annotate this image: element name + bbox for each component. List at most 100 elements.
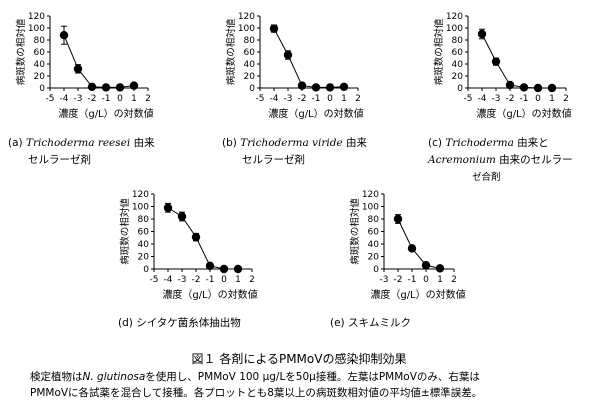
panel-caption: (b) Trichoderma viride 由来: [222, 136, 368, 149]
series-line: [273, 28, 345, 88]
data-point: [115, 83, 125, 92]
x-axis-label: 濃度（g/L）の対数値: [268, 107, 363, 120]
data-point: [393, 214, 403, 224]
y-tick-label: 40: [452, 60, 464, 70]
x-axis-label: 濃度（g/L）の対数値: [370, 288, 465, 301]
x-tick-label: -3: [74, 94, 83, 104]
data-point: [407, 244, 417, 253]
x-tick-label: 0: [117, 94, 123, 104]
data-point: [435, 264, 445, 273]
y-tick-label: 120: [238, 12, 255, 22]
data-point: [177, 212, 187, 221]
x-axis-label: 濃度（g/L）の対数値: [58, 107, 153, 120]
x-tick-label: -2: [88, 94, 97, 104]
data-point: [283, 50, 293, 60]
note-text-italic: N. glutinosa: [83, 371, 146, 383]
data-point: [101, 83, 111, 92]
data-point: [59, 31, 69, 40]
x-tick-label: -3: [178, 275, 187, 285]
x-tick-label: -5: [464, 94, 473, 104]
x-tick-label: -4: [60, 94, 69, 104]
x-tick-label: 0: [423, 275, 429, 285]
data-point: [219, 264, 229, 274]
panel-caption-line-2: Acremonium 由来のセルラー: [427, 153, 573, 166]
y-tick-label: 20: [368, 253, 380, 263]
y-tick-label: 40: [368, 240, 380, 250]
x-tick-label: 0: [221, 275, 227, 285]
data-point: [325, 83, 335, 92]
x-tick-label: 1: [131, 94, 137, 104]
x-tick-label: -1: [206, 275, 215, 285]
y-tick-label: 40: [34, 60, 46, 70]
y-tick-label: 20: [138, 253, 150, 263]
data-point: [505, 80, 515, 90]
y-tick-label: 60: [34, 48, 46, 58]
panel-caption: (e) スキムミルク: [330, 317, 411, 329]
figure-title: 図１ 各剤によるPMMoVの感染抑制効果: [192, 351, 407, 366]
panel-caption: (a) Trichoderma reesei 由来: [8, 136, 155, 149]
x-tick-label: -1: [102, 94, 111, 104]
x-tick-label: -4: [164, 275, 173, 285]
data-point: [547, 83, 557, 93]
data-point: [205, 261, 215, 271]
y-tick-label: 0: [143, 265, 149, 275]
y-tick-label: 60: [368, 228, 380, 238]
x-tick-label: -4: [478, 94, 487, 104]
y-axis-label: 病斑数の相対値: [15, 18, 27, 85]
x-axis-label: 濃度（g/L）の対数値: [476, 107, 571, 120]
x-tick-label: 2: [563, 94, 569, 104]
y-tick-label: 80: [452, 36, 464, 46]
note-text-b: を使用し、PMMoV 100 μg/Lを50μ接種。左葉はPMMoVのみ、右葉は: [145, 370, 480, 383]
panel-caption: (d) シイタケ菌糸体抽出物: [118, 316, 241, 329]
x-tick-label: 2: [355, 94, 361, 104]
y-tick-label: 20: [34, 72, 46, 82]
data-point: [163, 203, 173, 212]
y-axis-label: 病斑数の相対値: [225, 18, 237, 85]
data-point: [311, 83, 321, 92]
x-tick-label: 0: [535, 94, 541, 104]
y-tick-label: 80: [138, 215, 150, 225]
y-tick-label: 100: [132, 203, 149, 213]
x-tick-label: -4: [270, 94, 279, 104]
data-point: [73, 64, 83, 74]
y-tick-label: 100: [238, 24, 255, 34]
panel-caption-line-2: セルラーゼ剤: [28, 153, 91, 166]
y-tick-label: 100: [446, 24, 463, 34]
x-tick-label: -2: [298, 94, 307, 104]
y-tick-label: 0: [39, 84, 45, 94]
x-tick-label: 0: [327, 94, 333, 104]
panel-caption-line-3: ゼ合剤: [472, 171, 501, 183]
y-tick-label: 40: [138, 240, 150, 250]
x-tick-label: -2: [394, 275, 403, 285]
panel-caption-line-2: セルラーゼ剤: [242, 153, 305, 166]
x-tick-label: -3: [380, 275, 389, 285]
x-tick-label: -2: [506, 94, 515, 104]
data-point: [533, 83, 543, 93]
y-tick-label: 80: [34, 36, 46, 46]
x-tick-label: -5: [46, 94, 55, 104]
data-point: [297, 81, 307, 90]
x-tick-label: -5: [256, 94, 265, 104]
y-tick-label: 60: [452, 48, 464, 58]
x-tick-label: 2: [451, 275, 457, 285]
data-point: [491, 57, 501, 66]
x-tick-label: 1: [437, 275, 443, 285]
y-tick-label: 120: [362, 190, 379, 200]
series-line: [397, 218, 441, 269]
data-point: [129, 81, 139, 90]
x-tick-label: -3: [492, 94, 501, 104]
y-tick-label: 100: [28, 24, 45, 34]
y-tick-label: 60: [244, 48, 256, 58]
data-point: [339, 82, 349, 92]
x-axis-label: 濃度（g/L）の対数値: [162, 288, 257, 301]
x-tick-label: 1: [549, 94, 555, 104]
figure-note-line-1: 検定植物はN. glutinosaを使用し、PMMoV 100 μg/Lを50μ…: [30, 370, 480, 383]
data-point: [477, 29, 487, 39]
y-tick-label: 80: [244, 36, 256, 46]
x-tick-label: -2: [192, 275, 201, 285]
